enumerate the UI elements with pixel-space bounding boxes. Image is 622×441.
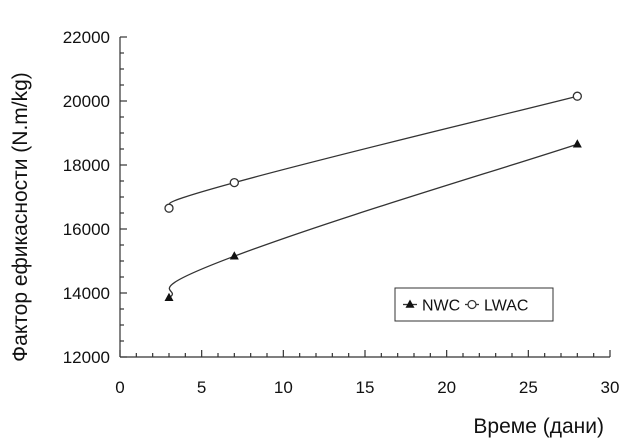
series-nwc-point <box>229 251 239 260</box>
y-axis-title: Фактор ефикасности (N.m/kg) <box>9 72 32 362</box>
axis-ticks <box>119 36 611 358</box>
series-lwac-point <box>164 203 174 213</box>
series-nwc-line <box>168 143 578 299</box>
y-tick-label: 20000 <box>63 92 110 111</box>
y-tick-label: 14000 <box>63 284 110 303</box>
series-lwac-point <box>229 177 239 188</box>
series-layer <box>164 91 582 302</box>
legend-lwac-label: LWAC <box>484 298 528 315</box>
x-tick-label: 5 <box>197 378 206 397</box>
y-tick-label: 18000 <box>63 156 110 175</box>
x-tick-label: 20 <box>437 378 456 397</box>
x-tick-label: 30 <box>601 378 620 397</box>
series-nwc-point <box>164 292 174 302</box>
x-tick-label: 0 <box>115 378 124 397</box>
series-nwc-point <box>572 139 582 148</box>
x-tick-label: 25 <box>519 378 538 397</box>
series-lwac-point <box>572 91 582 101</box>
x-tick-label: 10 <box>274 378 293 397</box>
series-lwac-line <box>168 95 578 209</box>
legend: NWC LWAC <box>394 287 554 322</box>
legend-nwc-marker <box>405 299 415 308</box>
y-tick-label: 22000 <box>63 28 110 47</box>
y-tick-label: 16000 <box>63 220 110 239</box>
legend-nwc-label: NWC <box>422 298 460 315</box>
legend-lwac-marker <box>467 299 477 310</box>
x-axis-title: Време (дани) <box>473 415 604 438</box>
tick-labels: 0 5 10 15 20 25 30 12000 14000 16000 18000 20000 220… <box>63 28 620 397</box>
x-tick-label: 15 <box>356 378 375 397</box>
y-tick-label: 12000 <box>63 348 110 367</box>
